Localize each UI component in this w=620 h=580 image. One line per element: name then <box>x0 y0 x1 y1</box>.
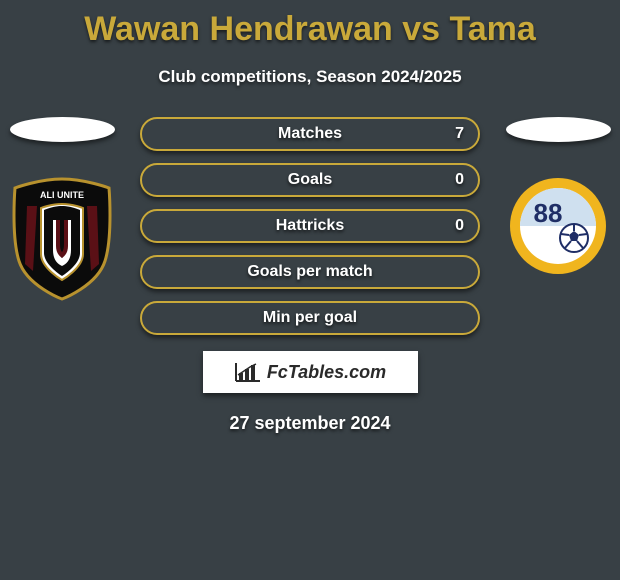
stat-label: Matches <box>278 125 342 143</box>
stat-bar-matches: Matches 7 <box>140 117 480 151</box>
bali-united-crest-icon: ALI UNITE <box>5 176 120 301</box>
bar-chart-icon <box>234 361 262 383</box>
brand-text: FcTables.com <box>267 362 386 383</box>
stat-bar-min-per-goal: Min per goal <box>140 301 480 335</box>
stat-right-value: 7 <box>455 125 464 143</box>
barito-crest-icon: 88 <box>508 176 608 276</box>
left-club-column: ALI UNITE <box>2 117 122 301</box>
page-title: Wawan Hendrawan vs Tama <box>0 0 620 49</box>
stats-column: Matches 7 Goals 0 Hattricks 0 Goals per … <box>140 117 480 335</box>
date-text: 27 september 2024 <box>0 413 620 434</box>
stat-bar-goals-per-match: Goals per match <box>140 255 480 289</box>
svg-text:88: 88 <box>534 198 563 228</box>
stat-right-value: 0 <box>455 217 464 235</box>
stat-bar-goals: Goals 0 <box>140 163 480 197</box>
stat-bar-hattricks: Hattricks 0 <box>140 209 480 243</box>
stat-label: Hattricks <box>276 217 344 235</box>
right-club-column: 88 <box>498 117 618 276</box>
subtitle: Club competitions, Season 2024/2025 <box>0 67 620 87</box>
stat-right-value: 0 <box>455 171 464 189</box>
stat-label: Goals per match <box>247 263 372 281</box>
left-photo-placeholder <box>10 117 115 142</box>
stat-label: Goals <box>288 171 332 189</box>
brand-box: FcTables.com <box>203 351 418 393</box>
right-photo-placeholder <box>506 117 611 142</box>
stat-label: Min per goal <box>263 309 357 327</box>
right-club-crest: 88 <box>508 176 608 276</box>
comparison-row: ALI UNITE Matches 7 Goals 0 <box>0 117 620 335</box>
svg-text:ALI UNITE: ALI UNITE <box>40 190 84 200</box>
left-club-crest: ALI UNITE <box>5 176 120 301</box>
